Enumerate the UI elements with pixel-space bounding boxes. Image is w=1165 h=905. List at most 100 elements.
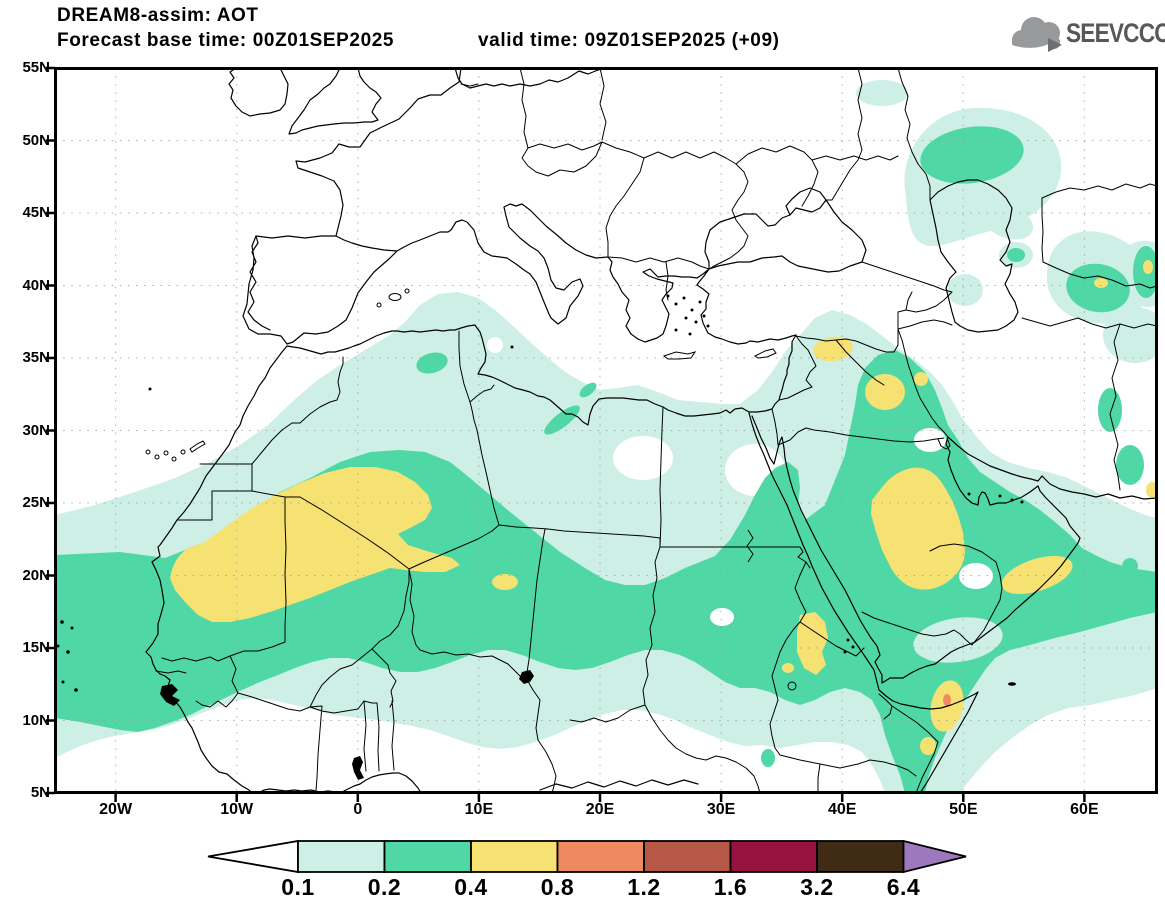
lon-label-30E: 30E xyxy=(706,801,736,818)
contour-teal-patch xyxy=(1122,558,1138,574)
map-plot-area xyxy=(55,68,1157,793)
crete-island xyxy=(662,351,697,360)
colorbar-right-arrow xyxy=(902,839,967,874)
contour-yellow-saudi xyxy=(871,467,965,590)
contour-teal-patch xyxy=(544,405,580,435)
guinea-coast-detail xyxy=(160,684,180,706)
country-borders xyxy=(155,68,1157,793)
lat-label-40N: 40N xyxy=(22,276,50,294)
contour-yellow-patch xyxy=(782,663,794,673)
lon-label-40E: 40E xyxy=(827,801,857,818)
ibiza-island xyxy=(376,302,382,308)
colorbar-left-arrow xyxy=(207,839,299,874)
contour-cyan-patch xyxy=(856,80,908,106)
lon-label-50E: 50E xyxy=(949,801,978,818)
valid-time-label: valid time: 09Z01SEP2025 (+09) xyxy=(478,30,780,51)
colorbar-segment-3 xyxy=(556,840,645,873)
coastline-europe-africa xyxy=(145,68,863,793)
lon-label-20E: 20E xyxy=(585,801,615,818)
lake-tana xyxy=(787,681,797,691)
forecast-base-time-label: Forecast base time: 00Z01SEP2025 xyxy=(57,30,395,51)
lake-chad xyxy=(519,670,534,684)
lat-label-10N: 10N xyxy=(22,711,50,729)
contour-yellow-patch xyxy=(920,737,936,755)
colorbar-label-0.4: 0.4 xyxy=(454,874,488,900)
lon-label-60E: 60E xyxy=(1070,801,1099,818)
lat-label-35N: 35N xyxy=(22,349,50,366)
colorbar-label-6.4: 6.4 xyxy=(886,874,921,900)
colorbar-label-1.2: 1.2 xyxy=(627,874,661,900)
colorbar-segment-1 xyxy=(383,840,472,873)
coastline-uk-ireland-baltic xyxy=(228,68,606,135)
lake-volta xyxy=(352,756,364,780)
canary-islands xyxy=(145,440,206,462)
contour-teal-patch xyxy=(579,382,597,398)
contour-yellow-patch xyxy=(492,574,518,590)
small-islands xyxy=(56,294,1024,692)
colorbar-label-0.8: 0.8 xyxy=(540,874,575,900)
seevccc-logo-text: SEEVCCC xyxy=(1066,18,1165,48)
coastline-black-caspian-seas xyxy=(704,179,1019,333)
colorbar-segment-5 xyxy=(729,840,818,873)
colorbar-segment-6 xyxy=(816,840,905,873)
contour-cyan-patch xyxy=(1103,307,1157,363)
clear-hole xyxy=(613,436,673,480)
contour-teal-turkmenistan xyxy=(1066,263,1130,313)
island-lake-marks xyxy=(56,288,1024,780)
lat-label-45N: 45N xyxy=(22,204,50,221)
lat-label-5N: 5N xyxy=(30,784,50,801)
lon-label-20W: 20W xyxy=(99,801,133,818)
lon-label-10E: 10E xyxy=(464,801,494,818)
coastline-layer xyxy=(145,68,1157,793)
graticule xyxy=(55,68,1157,793)
mallorca-island xyxy=(388,293,402,301)
colorbar-segment-4 xyxy=(643,840,732,873)
seevccc-logo: SEEVCCC xyxy=(1000,8,1165,56)
contour-yellow-eritrea xyxy=(797,612,828,675)
contour-cyan-patch xyxy=(947,274,983,306)
lat-label-25N: 25N xyxy=(22,494,50,511)
clear-hole xyxy=(959,563,993,589)
lake-nasser xyxy=(746,529,754,563)
contour-yellow-patch xyxy=(1143,260,1153,274)
contour-yellow-oman xyxy=(1001,555,1073,595)
clear-hole xyxy=(710,608,734,626)
border-layer xyxy=(155,68,1157,793)
contour-salmon-somalia-spot xyxy=(943,694,951,706)
colorbar-segment-0 xyxy=(297,840,386,873)
contour-teal-patch xyxy=(761,749,775,767)
contour-teal-patch xyxy=(1116,445,1144,485)
contour-yellow-west-africa xyxy=(170,467,460,622)
lon-label-10W: 10W xyxy=(220,801,254,818)
contour-yellow-patch xyxy=(1146,482,1157,498)
contour-yellow-patch xyxy=(914,372,928,386)
contour-yellow-patch xyxy=(1094,278,1108,288)
lat-label-50N: 50N xyxy=(22,131,50,149)
colorbar-label-3.2: 3.2 xyxy=(800,874,834,900)
lon-label-0: 0 xyxy=(353,801,363,818)
lat-label-55N: 55N xyxy=(22,59,50,76)
colorbar-segment-2 xyxy=(470,840,559,873)
cyprus-island xyxy=(754,348,777,359)
coastline-redsea-arabia xyxy=(748,412,1157,793)
colorbar xyxy=(207,839,967,874)
colorbar-label-1.6: 1.6 xyxy=(713,874,748,900)
contour-teal-patch xyxy=(416,352,448,374)
colorbar-label-0.1: 0.1 xyxy=(281,874,315,900)
lat-label-20N: 20N xyxy=(22,566,50,584)
lat-label-15N: 15N xyxy=(22,639,50,656)
aot-fill-layer xyxy=(55,80,1157,793)
contour-teal-patch xyxy=(1007,248,1025,262)
colorbar-label-0.2: 0.2 xyxy=(367,874,402,900)
contour-yellow-syria xyxy=(813,336,853,362)
seevccc-cloud-icon xyxy=(1005,17,1062,53)
clear-hole xyxy=(487,337,503,353)
menorca-island xyxy=(404,288,410,294)
page-title: DREAM8-assim: AOT xyxy=(57,5,259,26)
contour-teal-patch xyxy=(1098,388,1122,432)
contour-yellow-iraq xyxy=(865,374,905,410)
contour-cyan-yemen-overlay xyxy=(913,617,1003,663)
lat-label-30N: 30N xyxy=(22,421,50,439)
